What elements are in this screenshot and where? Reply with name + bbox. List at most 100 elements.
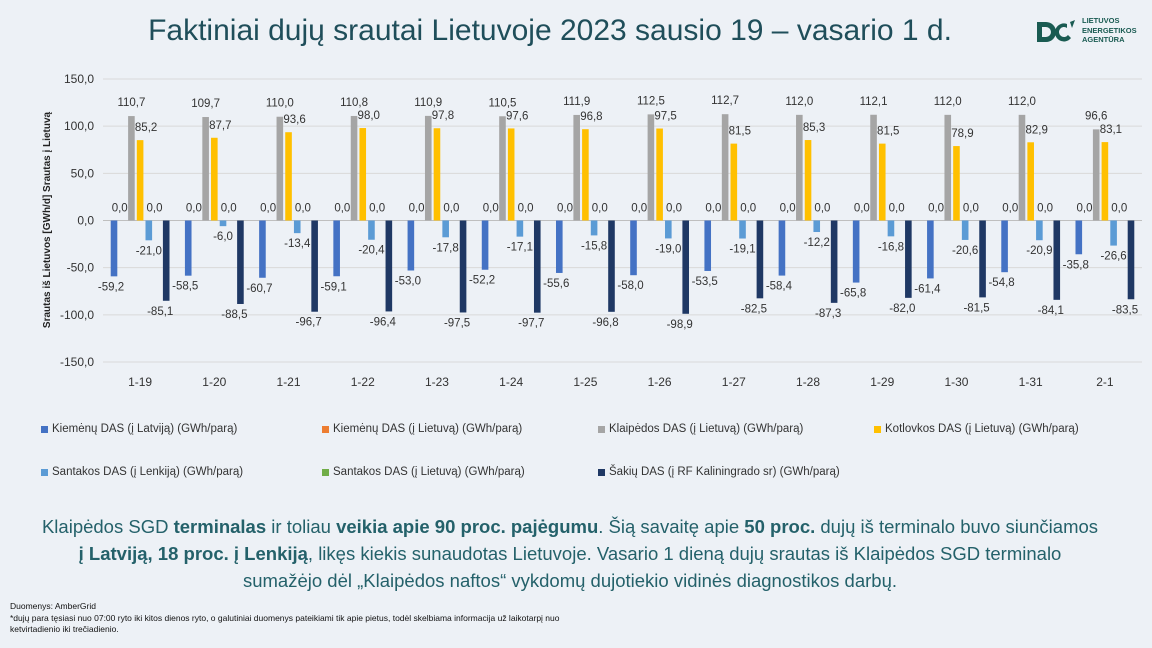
x-tick-label: 1-21 — [277, 375, 301, 389]
data-label: -12,2 — [804, 237, 830, 249]
data-label: 97,5 — [654, 111, 676, 123]
data-label: 0,0 — [334, 203, 350, 215]
bar — [350, 115, 358, 221]
bar — [533, 220, 541, 313]
data-label: -97,5 — [444, 317, 470, 329]
y-tick-label: 50,0 — [71, 166, 95, 180]
y-tick-label: 150,0 — [64, 72, 94, 86]
data-label: 96,8 — [580, 111, 602, 123]
data-label: 0,0 — [889, 203, 905, 215]
data-label: 0,0 — [409, 203, 425, 215]
data-label: -54,8 — [988, 277, 1014, 289]
data-source: Duomenys: AmberGrid — [10, 601, 96, 611]
data-label: -6,0 — [213, 231, 233, 243]
data-label: 96,6 — [1085, 110, 1107, 122]
bar — [1101, 142, 1109, 221]
legend-item: Santakos DAS (į Lietuvą) (GWh/parą) — [322, 466, 525, 478]
data-label: -58,0 — [617, 280, 643, 292]
data-label: 0,0 — [1037, 203, 1053, 215]
data-label: -98,9 — [667, 319, 693, 331]
data-label: 85,3 — [803, 122, 825, 134]
data-label: -20,4 — [358, 245, 385, 257]
x-tick-label: 1-27 — [722, 375, 746, 389]
bar — [730, 143, 738, 221]
bar — [721, 114, 729, 221]
bar — [979, 220, 986, 298]
bar — [1127, 220, 1135, 300]
bar — [385, 220, 393, 312]
x-tick-label: 1-20 — [202, 375, 226, 389]
data-label: -59,2 — [98, 281, 124, 293]
legend-label: Kiemėnų DAS (į Latviją) (GWh/parą) — [52, 423, 238, 435]
x-tick-label: 1-29 — [870, 375, 894, 389]
bar — [630, 220, 637, 276]
data-label: 0,0 — [780, 203, 796, 215]
data-label: 78,9 — [951, 128, 973, 140]
bar — [145, 220, 153, 241]
bar — [813, 220, 821, 233]
data-label: -97,7 — [518, 318, 544, 330]
legend-label: Šakių DAS (į RF Kaliningrado sr) (GWh/pa… — [609, 466, 840, 478]
data-label: -60,7 — [246, 283, 272, 295]
footnote: Duomenys: AmberGrid *dujų para tęsiasi n… — [10, 601, 570, 636]
bar — [887, 220, 895, 237]
bar — [830, 220, 838, 303]
bar — [961, 220, 969, 240]
y-tick-label: -150,0 — [60, 355, 94, 369]
data-label: 0,0 — [443, 203, 459, 215]
data-label: 82,9 — [1025, 124, 1047, 136]
bar — [682, 220, 690, 314]
agency-logo: LIETUVOS ENERGETIKOS AGENTŪRA — [1034, 16, 1152, 50]
legend-label: Kotlovkos DAS (į Lietuvą) (GWh/parą) — [885, 423, 1079, 435]
y-tick-label: -50,0 — [67, 261, 95, 275]
legend-swatch — [322, 425, 329, 433]
data-label: 97,8 — [432, 110, 454, 122]
data-label: 0,0 — [295, 203, 311, 215]
bar — [582, 129, 589, 221]
data-label: 110,8 — [340, 97, 368, 109]
data-label: -61,4 — [914, 283, 941, 295]
bar — [647, 114, 655, 221]
data-label: 0,0 — [518, 203, 534, 215]
data-label: 110,7 — [117, 97, 145, 109]
legend-swatch — [41, 468, 48, 476]
data-label: 0,0 — [705, 203, 721, 215]
data-label: -82,0 — [889, 303, 915, 315]
data-label: 0,0 — [1076, 203, 1092, 215]
data-label: 0,0 — [631, 203, 647, 215]
x-tick-label: 1-22 — [351, 375, 375, 389]
bar — [1075, 220, 1083, 255]
bar — [481, 220, 489, 270]
data-label: -81,5 — [963, 302, 989, 314]
bar — [1001, 220, 1008, 273]
y-axis-title: Srautas iš Lietuvos [GWh/d] Srautas į Li… — [42, 111, 53, 328]
data-label: 81,5 — [877, 126, 899, 138]
data-label: 0,0 — [1111, 203, 1127, 215]
bar — [276, 116, 284, 221]
bar — [219, 220, 227, 227]
legend-swatch — [874, 425, 881, 433]
data-label: 109,7 — [191, 98, 220, 110]
data-label: -16,8 — [878, 241, 904, 253]
data-label: 0,0 — [854, 203, 870, 215]
bar — [433, 128, 441, 221]
agency-logo-icon — [1037, 20, 1075, 42]
x-tick-label: 1-28 — [796, 375, 820, 389]
x-tick-label: 1-19 — [128, 375, 152, 389]
data-label: 112,0 — [1008, 96, 1036, 108]
data-label: -96,4 — [370, 316, 397, 328]
footnote-text: *dujų para tęsiasi nuo 07:00 ryto iki ki… — [10, 612, 560, 635]
data-label: -15,8 — [581, 240, 607, 252]
data-label: 112,1 — [860, 96, 888, 108]
bar — [1110, 220, 1117, 246]
logo-text: LIETUVOS ENERGETIKOS AGENTŪRA — [1082, 16, 1137, 44]
x-tick-label: 2-1 — [1096, 375, 1114, 389]
data-label: 110,5 — [489, 97, 517, 109]
data-label: -96,7 — [296, 317, 322, 329]
y-tick-label: 100,0 — [64, 119, 94, 133]
data-label: 0,0 — [112, 203, 128, 215]
x-tick-label: 1-23 — [425, 375, 449, 389]
bar — [1018, 114, 1026, 221]
legend-item: Santakos DAS (į Lenkiją) (GWh/parą) — [41, 466, 243, 478]
bar — [573, 114, 580, 221]
